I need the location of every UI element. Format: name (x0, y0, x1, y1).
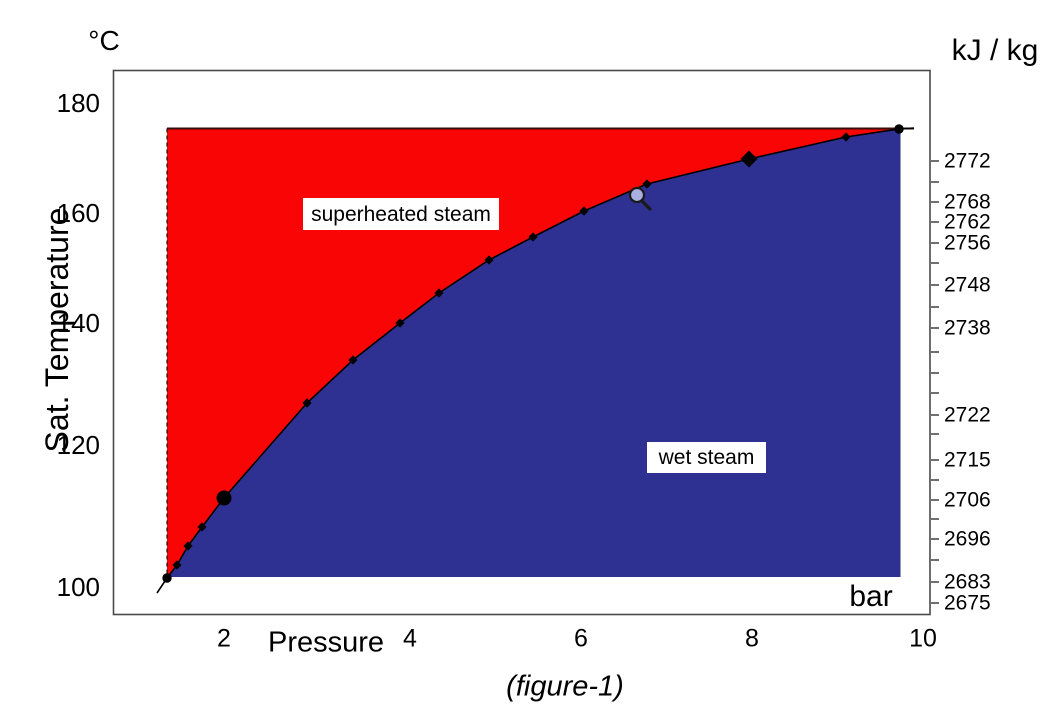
data-point (302, 398, 312, 408)
left-axis-unit: °C (88, 25, 120, 56)
right-axis-tick-label: 2715 (944, 448, 991, 472)
right-axis-tick-label: 2683 (944, 570, 991, 594)
left-axis-tick-label: 100 (56, 572, 100, 602)
right-axis-tick-label: 2768 (944, 190, 991, 214)
superheated-steam-label: superheated steam (303, 198, 499, 230)
right-axis-tick-label: 2738 (944, 316, 991, 340)
figure-caption: (figure-1) (506, 670, 624, 703)
data-point (484, 255, 494, 265)
left-axis-tick-label: 120 (56, 430, 100, 460)
right-axis-unit: kJ / kg (951, 34, 1039, 67)
data-point (579, 206, 589, 216)
x-axis-tick-label: 6 (574, 624, 588, 653)
data-point (183, 541, 193, 551)
x-axis-tick-label: 2 (217, 624, 231, 653)
wet-steam-label: wet steam (647, 442, 766, 473)
data-point (395, 318, 405, 328)
data-point (894, 124, 904, 134)
right-axis-tick-label: 2696 (944, 527, 991, 551)
left-axis-tick-label: 160 (56, 198, 100, 228)
left-axis-tick-label: 180 (56, 88, 100, 118)
saturation-curve (156, 127, 915, 594)
data-point (162, 573, 172, 583)
data-point (642, 179, 652, 189)
data-point-highlight (216, 490, 232, 506)
right-axis-tick-label: 2675 (944, 591, 991, 615)
left-axis-tick-label: 140 (56, 308, 100, 338)
right-axis-tick-label: 2748 (944, 273, 991, 297)
data-point (841, 132, 851, 142)
data-point (197, 522, 207, 532)
x-axis-tick-label: 10 (909, 624, 937, 653)
data-point (528, 232, 538, 242)
right-axis-tick-label: 2772 (944, 149, 991, 173)
data-point (434, 288, 444, 298)
right-axis-tick-label: 2762 (944, 210, 991, 234)
magnifier-icon-handle (640, 199, 652, 211)
magnifier-icon (628, 186, 646, 204)
right-axis-tick-label: 2706 (944, 488, 991, 512)
x-axis-tick-label: 4 (403, 624, 417, 653)
x-axis-title: Pressure (267, 626, 385, 659)
right-axis-tick-label: 2722 (944, 403, 991, 427)
data-point (348, 355, 358, 365)
superheated-steam-region (167, 128, 899, 578)
x-axis-tick-label: 8 (745, 624, 759, 653)
data-point (172, 560, 182, 570)
right-axis-tick-label: 2756 (944, 231, 991, 255)
data-point-highlight (740, 150, 758, 168)
x-axis-unit: bar (849, 580, 893, 613)
